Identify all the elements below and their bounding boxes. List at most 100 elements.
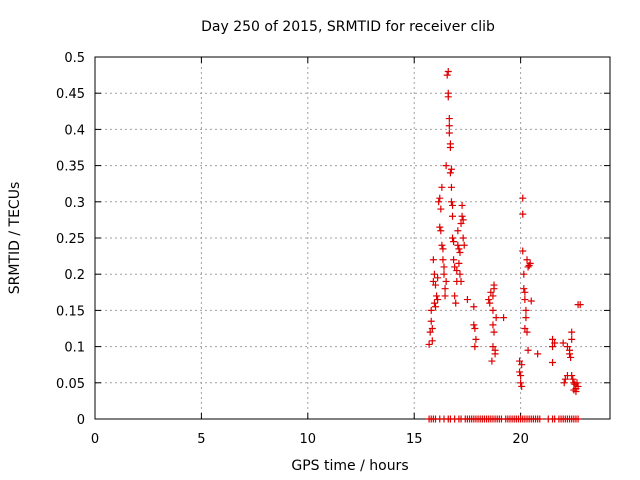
data-point (450, 238, 458, 246)
data-point (456, 248, 464, 256)
data-point (449, 234, 457, 242)
data-point (489, 292, 497, 300)
data-point (459, 234, 467, 242)
data-point (536, 415, 544, 423)
x-axis-label: GPS time / hours (291, 458, 408, 474)
data-point (447, 183, 455, 191)
y-tick-label: 0.45 (56, 87, 85, 102)
data-point (485, 296, 493, 304)
data-point (457, 220, 465, 228)
data-point (447, 165, 455, 173)
data-point (572, 387, 580, 395)
data-point (445, 115, 453, 123)
data-point (447, 198, 455, 206)
data-point (491, 350, 499, 358)
data-point (442, 162, 450, 170)
data-point (523, 328, 531, 336)
data-points (425, 67, 584, 423)
y-tick-label: 0.5 (64, 51, 85, 66)
y-tick-label: 0.1 (64, 341, 85, 356)
data-point (472, 335, 480, 343)
data-point (551, 339, 559, 347)
data-point (428, 337, 436, 345)
data-point (441, 292, 449, 300)
data-point (488, 357, 496, 365)
data-point (429, 256, 437, 264)
data-point (453, 267, 461, 275)
data-point (444, 93, 452, 101)
y-tick-label: 0.4 (64, 123, 85, 138)
data-point (445, 122, 453, 130)
data-point (517, 372, 525, 380)
data-point (438, 183, 446, 191)
data-point (427, 317, 435, 325)
data-point (431, 303, 439, 311)
data-point (519, 247, 527, 255)
data-point (567, 353, 575, 361)
data-point (455, 245, 463, 253)
data-point (568, 372, 576, 380)
y-tick-label: 0.05 (56, 377, 85, 392)
data-point (489, 321, 497, 329)
x-tick-label: 0 (91, 432, 99, 447)
data-point (568, 335, 576, 343)
data-point (456, 270, 464, 278)
data-point (430, 270, 438, 278)
data-point (449, 212, 457, 220)
data-point (452, 299, 460, 307)
data-point (574, 382, 582, 390)
x-tick-label: 5 (197, 432, 205, 447)
data-point (523, 256, 531, 264)
data-point (568, 328, 576, 336)
data-point (454, 241, 462, 249)
data-point (427, 306, 435, 314)
data-point (438, 241, 446, 249)
data-point (449, 201, 457, 209)
y-tick-label: 0 (77, 413, 85, 428)
data-point (560, 379, 568, 387)
data-point (444, 67, 452, 75)
y-tick-label: 0.35 (56, 160, 85, 175)
data-point (434, 274, 442, 282)
y-tick-labels: 0 0.05 0.1 0.15 0.2 0.25 0.3 0.35 0.4 0.45 0.5 (56, 51, 85, 428)
data-point (500, 314, 508, 322)
data-point (426, 328, 434, 336)
data-point (434, 296, 442, 304)
data-point (519, 210, 527, 218)
data-point (430, 299, 438, 307)
data-point (521, 325, 529, 332)
data-point (446, 144, 454, 151)
data-point (526, 259, 534, 267)
y-tick-label: 0.2 (64, 268, 85, 283)
data-point (524, 263, 532, 271)
data-point (569, 375, 577, 383)
data-point (534, 350, 542, 358)
data-point (521, 288, 529, 296)
data-point (442, 277, 450, 285)
data-point (457, 277, 465, 285)
data-point (549, 359, 557, 367)
axis-ticks (94, 56, 610, 420)
data-point (436, 223, 444, 231)
data-point (458, 201, 466, 209)
x-tick-label: 15 (406, 432, 423, 447)
data-point (573, 379, 581, 387)
data-point (440, 270, 448, 278)
data-point (437, 227, 445, 235)
data-point (460, 241, 468, 249)
data-point (522, 306, 530, 314)
data-point (518, 361, 526, 369)
data-point (516, 368, 524, 376)
data-point (561, 375, 569, 383)
data-point (439, 256, 447, 264)
data-point (436, 194, 444, 202)
y-axis-label: SRMTID / TECUs (7, 182, 23, 295)
data-point (549, 335, 557, 343)
data-point (518, 382, 526, 390)
data-point (574, 415, 582, 423)
data-point (455, 259, 463, 267)
data-point (490, 281, 498, 289)
data-point (454, 227, 462, 235)
grid (95, 57, 610, 419)
